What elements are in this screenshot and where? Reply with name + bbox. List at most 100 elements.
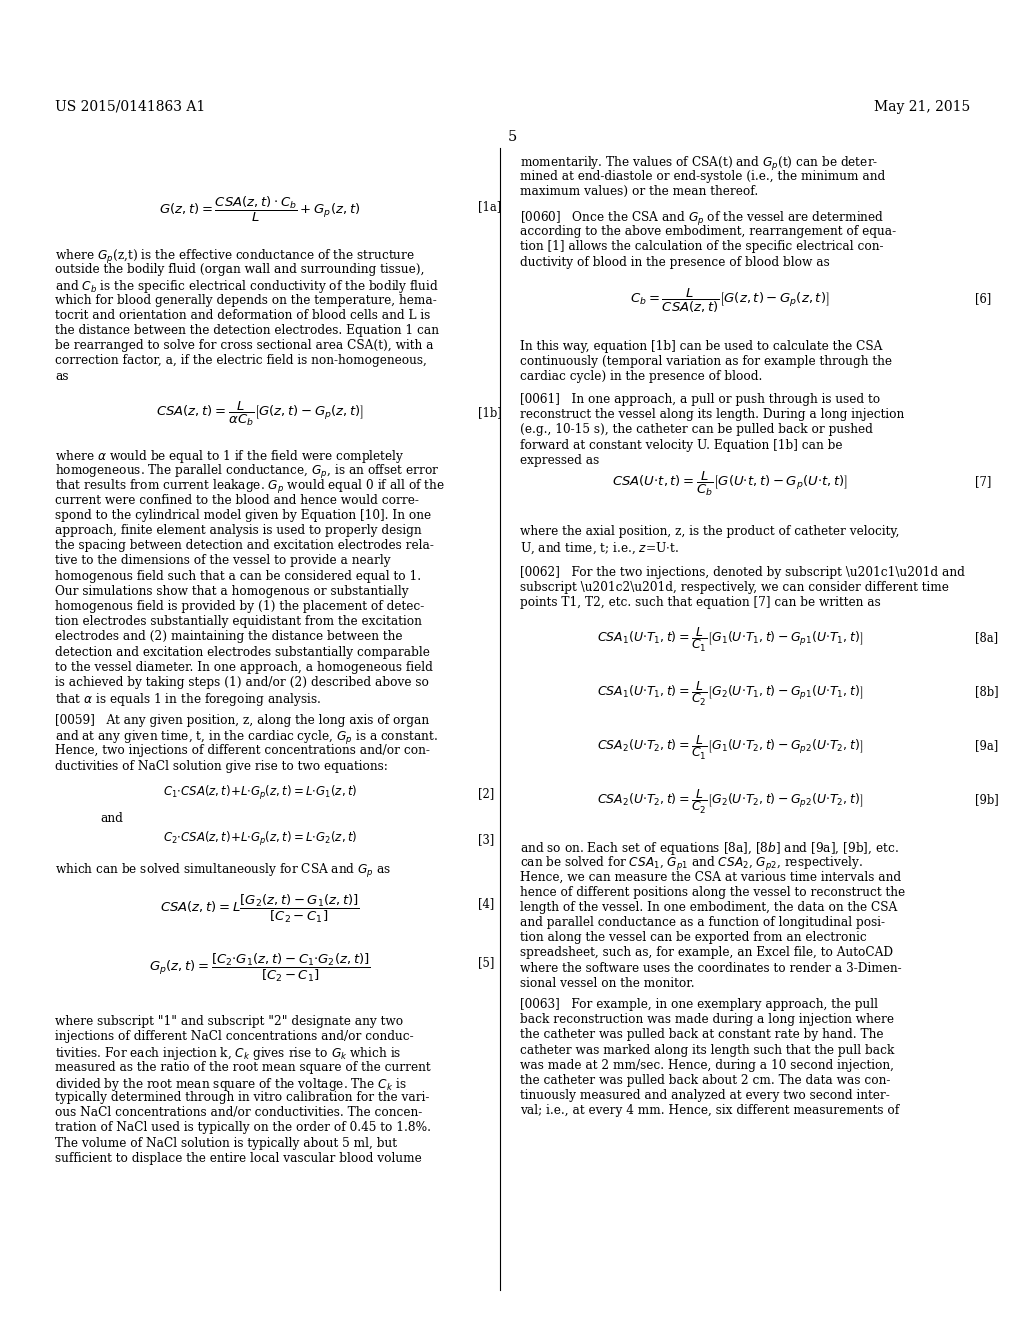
Text: correction factor, a, if the electric field is non-homogeneous,: correction factor, a, if the electric fi… [55,354,427,367]
Text: US 2015/0141863 A1: US 2015/0141863 A1 [55,100,205,114]
Text: U, and time, t; i.e., $z$=U$\cdot$t.: U, and time, t; i.e., $z$=U$\cdot$t. [520,540,679,556]
Text: where $\alpha$ would be equal to 1 if the field were completely: where $\alpha$ would be equal to 1 if th… [55,447,404,465]
Text: 5: 5 [507,129,517,144]
Text: to the vessel diameter. In one approach, a homogeneous field: to the vessel diameter. In one approach,… [55,661,433,673]
Text: [2]: [2] [478,787,495,800]
Text: expressed as: expressed as [520,454,599,467]
Text: May 21, 2015: May 21, 2015 [873,100,970,114]
Text: homogeneous. The parallel conductance, $G_p$, is an offset error: homogeneous. The parallel conductance, $… [55,463,439,482]
Text: ductivity of blood in the presence of blood blow as: ductivity of blood in the presence of bl… [520,256,829,268]
Text: maximum values) or the mean thereof.: maximum values) or the mean thereof. [520,185,758,198]
Text: was made at 2 mm/sec. Hence, during a 10 second injection,: was made at 2 mm/sec. Hence, during a 10… [520,1059,894,1072]
Text: hence of different positions along the vessel to reconstruct the: hence of different positions along the v… [520,886,905,899]
Text: In this way, equation [1b] can be used to calculate the CSA: In this way, equation [1b] can be used t… [520,341,883,352]
Text: and $C_b$ is the specific electrical conductivity of the bodily fluid: and $C_b$ is the specific electrical con… [55,279,439,296]
Text: Hence, we can measure the CSA at various time intervals and: Hence, we can measure the CSA at various… [520,870,901,883]
Text: The volume of NaCl solution is typically about 5 ml, but: The volume of NaCl solution is typically… [55,1137,397,1150]
Text: injections of different NaCl concentrations and/or conduc-: injections of different NaCl concentrati… [55,1030,414,1043]
Text: $CSA_1(U{\cdot}T_1, t) = \dfrac{L}{C_1}\left[G_1(U{\cdot}T_1, t) - G_{p1}(U{\cdo: $CSA_1(U{\cdot}T_1, t) = \dfrac{L}{C_1}\… [597,626,863,653]
Text: that results from current leakage. $G_p$ would equal 0 if all of the: that results from current leakage. $G_p$… [55,478,445,496]
Text: Our simulations show that a homogenous or substantially: Our simulations show that a homogenous o… [55,585,409,598]
Text: homogenous field such that a can be considered equal to 1.: homogenous field such that a can be cons… [55,570,421,582]
Text: Hence, two injections of different concentrations and/or con-: Hence, two injections of different conce… [55,744,430,758]
Text: $G_p(z, t) = \dfrac{\left[C_2{\cdot}G_1(z,t) - C_1{\cdot}G_2(z,t)\right]}{\left[: $G_p(z, t) = \dfrac{\left[C_2{\cdot}G_1(… [150,952,371,985]
Text: tinuously measured and analyzed at every two second inter-: tinuously measured and analyzed at every… [520,1089,890,1102]
Text: $CSA_2(U{\cdot}T_2, t) = \dfrac{L}{C_2}\left[G_2(U{\cdot}T_2, t) - G_{p2}(U{\cdo: $CSA_2(U{\cdot}T_2, t) = \dfrac{L}{C_2}\… [597,788,863,816]
Text: tion electrodes substantially equidistant from the excitation: tion electrodes substantially equidistan… [55,615,422,628]
Text: [0060]   Once the CSA and $G_p$ of the vessel are determined: [0060] Once the CSA and $G_p$ of the ves… [520,210,885,228]
Text: [7]: [7] [975,475,991,488]
Text: $CSA(U{\cdot}t, t) = \dfrac{L}{C_b}\left[G(U{\cdot}t, t) - G_p(U{\cdot}t, t)\rig: $CSA(U{\cdot}t, t) = \dfrac{L}{C_b}\left… [612,470,848,498]
Text: current were confined to the blood and hence would corre-: current were confined to the blood and h… [55,494,419,507]
Text: back reconstruction was made during a long injection where: back reconstruction was made during a lo… [520,1014,894,1026]
Text: where the software uses the coordinates to render a 3-Dimen-: where the software uses the coordinates … [520,961,901,974]
Text: tivities. For each injection k, $C_k$ gives rise to $G_k$ which is: tivities. For each injection k, $C_k$ gi… [55,1045,401,1063]
Text: tocrit and orientation and deformation of blood cells and L is: tocrit and orientation and deformation o… [55,309,430,322]
Text: [9a]: [9a] [975,739,998,752]
Text: and so on. Each set of equations [8a], [8$b$] and [9a], [9b], etc.: and so on. Each set of equations [8a], [… [520,840,899,857]
Text: $C_b = \dfrac{L}{CSA(z, t)}\left[G(z, t) - G_p(z, t)\right]$: $C_b = \dfrac{L}{CSA(z, t)}\left[G(z, t)… [630,286,829,315]
Text: the distance between the detection electrodes. Equation 1 can: the distance between the detection elect… [55,323,439,337]
Text: and at any given time, t, in the cardiac cycle, $G_p$ is a constant.: and at any given time, t, in the cardiac… [55,729,438,747]
Text: [5]: [5] [478,956,495,969]
Text: $CSA_2(U{\cdot}T_2, t) = \dfrac{L}{C_1}\left[G_1(U{\cdot}T_2, t) - G_{p2}(U{\cdo: $CSA_2(U{\cdot}T_2, t) = \dfrac{L}{C_1}\… [597,734,863,762]
Text: the catheter was pulled back at constant rate by hand. The: the catheter was pulled back at constant… [520,1028,884,1041]
Text: and: and [100,812,123,825]
Text: measured as the ratio of the root mean square of the current: measured as the ratio of the root mean s… [55,1060,431,1073]
Text: $C_2{\cdot}CSA(z,t){+}L{\cdot}G_p(z,t){=}L{\cdot}G_2(z,t)$: $C_2{\cdot}CSA(z,t){+}L{\cdot}G_p(z,t){=… [163,830,357,847]
Text: detection and excitation electrodes substantially comparable: detection and excitation electrodes subs… [55,645,430,659]
Text: approach, finite element analysis is used to properly design: approach, finite element analysis is use… [55,524,422,537]
Text: mined at end-diastole or end-systole (i.e., the minimum and: mined at end-diastole or end-systole (i.… [520,170,886,183]
Text: sional vessel on the monitor.: sional vessel on the monitor. [520,977,694,990]
Text: [0062]   For the two injections, denoted by subscript \u201c1\u201d and: [0062] For the two injections, denoted b… [520,566,965,579]
Text: length of the vessel. In one embodiment, the data on the CSA: length of the vessel. In one embodiment,… [520,900,897,913]
Text: be rearranged to solve for cross sectional area CSA(t), with a: be rearranged to solve for cross section… [55,339,433,352]
Text: which can be solved simultaneously for CSA and $G_p$ as: which can be solved simultaneously for C… [55,862,391,880]
Text: where subscript "1" and subscript "2" designate any two: where subscript "1" and subscript "2" de… [55,1015,403,1028]
Text: electrodes and (2) maintaining the distance between the: electrodes and (2) maintaining the dista… [55,631,402,643]
Text: the spacing between detection and excitation electrodes rela-: the spacing between detection and excita… [55,539,434,552]
Text: cardiac cycle) in the presence of blood.: cardiac cycle) in the presence of blood. [520,371,763,383]
Text: is achieved by taking steps (1) and/or (2) described above so: is achieved by taking steps (1) and/or (… [55,676,429,689]
Text: tration of NaCl used is typically on the order of 0.45 to 1.8%.: tration of NaCl used is typically on the… [55,1122,431,1134]
Text: divided by the root mean square of the voltage. The $C_k$ is: divided by the root mean square of the v… [55,1076,407,1093]
Text: [8b]: [8b] [975,685,998,698]
Text: ous NaCl concentrations and/or conductivities. The concen-: ous NaCl concentrations and/or conductiv… [55,1106,422,1119]
Text: tion [1] allows the calculation of the specific electrical con-: tion [1] allows the calculation of the s… [520,240,884,253]
Text: catheter was marked along its length such that the pull back: catheter was marked along its length suc… [520,1044,894,1056]
Text: the catheter was pulled back about 2 cm. The data was con-: the catheter was pulled back about 2 cm.… [520,1074,891,1086]
Text: reconstruct the vessel along its length. During a long injection: reconstruct the vessel along its length.… [520,408,904,421]
Text: $G(z, t) = \dfrac{CSA(z, t)\cdot C_b}{L} + G_p(z, t)$: $G(z, t) = \dfrac{CSA(z, t)\cdot C_b}{L}… [160,195,360,224]
Text: spreadsheet, such as, for example, an Excel file, to AutoCAD: spreadsheet, such as, for example, an Ex… [520,946,893,960]
Text: $CSA_1(U{\cdot}T_1, t) = \dfrac{L}{C_2}\left[G_2(U{\cdot}T_1, t) - G_{p1}(U{\cdo: $CSA_1(U{\cdot}T_1, t) = \dfrac{L}{C_2}\… [597,680,863,708]
Text: [4]: [4] [478,898,495,909]
Text: [0059]   At any given position, z, along the long axis of organ: [0059] At any given position, z, along t… [55,714,429,727]
Text: forward at constant velocity U. Equation [1b] can be: forward at constant velocity U. Equation… [520,438,843,451]
Text: can be solved for $CSA_1$, $G_{p1}$ and $CSA_2$, $G_{p2}$, respectively.: can be solved for $CSA_1$, $G_{p1}$ and … [520,855,863,874]
Text: and parallel conductance as a function of longitudinal posi-: and parallel conductance as a function o… [520,916,885,929]
Text: $CSA(z, t) = \dfrac{L}{\alpha C_b}\left[G(z, t) - G_p(z, t)\right]$: $CSA(z, t) = \dfrac{L}{\alpha C_b}\left[… [156,400,365,428]
Text: [8a]: [8a] [975,631,998,644]
Text: tion along the vessel can be exported from an electronic: tion along the vessel can be exported fr… [520,931,866,944]
Text: where $G_p$(z,t) is the effective conductance of the structure: where $G_p$(z,t) is the effective conduc… [55,248,415,267]
Text: which for blood generally depends on the temperature, hema-: which for blood generally depends on the… [55,293,437,306]
Text: homogenous field is provided by (1) the placement of detec-: homogenous field is provided by (1) the … [55,601,424,612]
Text: outside the bodily fluid (organ wall and surrounding tissue),: outside the bodily fluid (organ wall and… [55,263,425,276]
Text: $C_1{\cdot}CSA(z,t){+}L{\cdot}G_p(z,t){=}L{\cdot}G_1(z,t)$: $C_1{\cdot}CSA(z,t){+}L{\cdot}G_p(z,t){=… [163,784,357,803]
Text: tive to the dimensions of the vessel to provide a nearly: tive to the dimensions of the vessel to … [55,554,390,568]
Text: according to the above embodiment, rearrangement of equa-: according to the above embodiment, rearr… [520,226,896,238]
Text: val; i.e., at every 4 mm. Hence, six different measurements of: val; i.e., at every 4 mm. Hence, six dif… [520,1105,899,1118]
Text: ductivities of NaCl solution give rise to two equations:: ductivities of NaCl solution give rise t… [55,759,388,772]
Text: [1b]: [1b] [478,407,502,418]
Text: points T1, T2, etc. such that equation [7] can be written as: points T1, T2, etc. such that equation [… [520,597,881,610]
Text: [6]: [6] [975,292,991,305]
Text: [9b]: [9b] [975,793,998,807]
Text: [3]: [3] [478,833,495,846]
Text: typically determined through in vitro calibration for the vari-: typically determined through in vitro ca… [55,1092,429,1104]
Text: that $\alpha$ is equals 1 in the foregoing analysis.: that $\alpha$ is equals 1 in the foregoi… [55,692,322,709]
Text: spond to the cylindrical model given by Equation [10]. In one: spond to the cylindrical model given by … [55,508,431,521]
Text: subscript \u201c2\u201d, respectively, we can consider different time: subscript \u201c2\u201d, respectively, w… [520,581,949,594]
Text: $CSA(z, t) = L\dfrac{\left[G_2(z, t) - G_1(z, t)\right]}{\left[C_2 - C_1\right]}: $CSA(z, t) = L\dfrac{\left[G_2(z, t) - G… [160,894,359,925]
Text: [0063]   For example, in one exemplary approach, the pull: [0063] For example, in one exemplary app… [520,998,878,1011]
Text: momentarily. The values of CSA(t) and $G_p$(t) can be deter-: momentarily. The values of CSA(t) and $G… [520,154,879,173]
